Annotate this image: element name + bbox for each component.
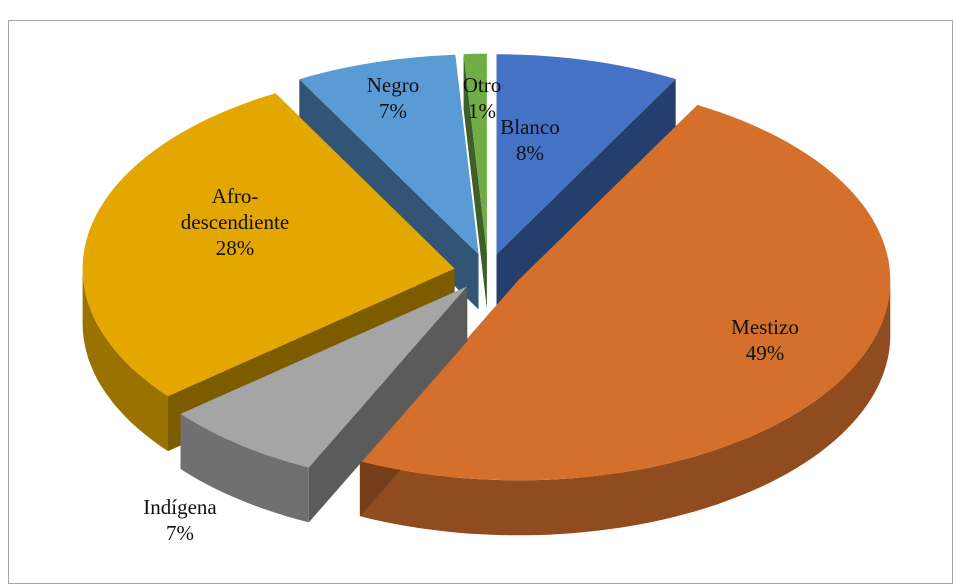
chart-frame [8,20,953,584]
slice [299,54,479,255]
data-label: Blanco 8% [500,114,559,166]
category-label: Afro-descendiente [180,184,290,234]
slice-side [496,79,676,310]
value-label: 7% [378,99,407,123]
slice [496,54,676,255]
slice [463,53,487,254]
category-label: Otro [462,73,502,97]
slice [359,105,891,481]
value-label: 1% [468,99,496,123]
slice [180,286,468,468]
category-label: Mestizo [731,315,799,339]
slice [82,93,455,397]
value-label: 7% [165,521,194,545]
slice-side [308,286,468,523]
category-label: Indígena [143,495,217,519]
value-label: 8% [515,141,544,165]
slice-wall [82,268,168,452]
category-label: Blanco [500,115,560,139]
data-label: Indígena 7% [143,494,216,546]
data-label: Mestizo 49% [731,314,799,366]
value-label: 28% [215,236,255,260]
data-label: Afro-descendiente 28% [170,183,300,261]
slice-wall [180,413,309,523]
data-label: Negro 7% [367,72,419,124]
slice-side [463,54,487,309]
value-label: 49% [745,341,785,365]
data-label: Otro 1% [463,72,502,124]
slice-wall [359,280,891,536]
category-label: Negro [366,73,420,97]
